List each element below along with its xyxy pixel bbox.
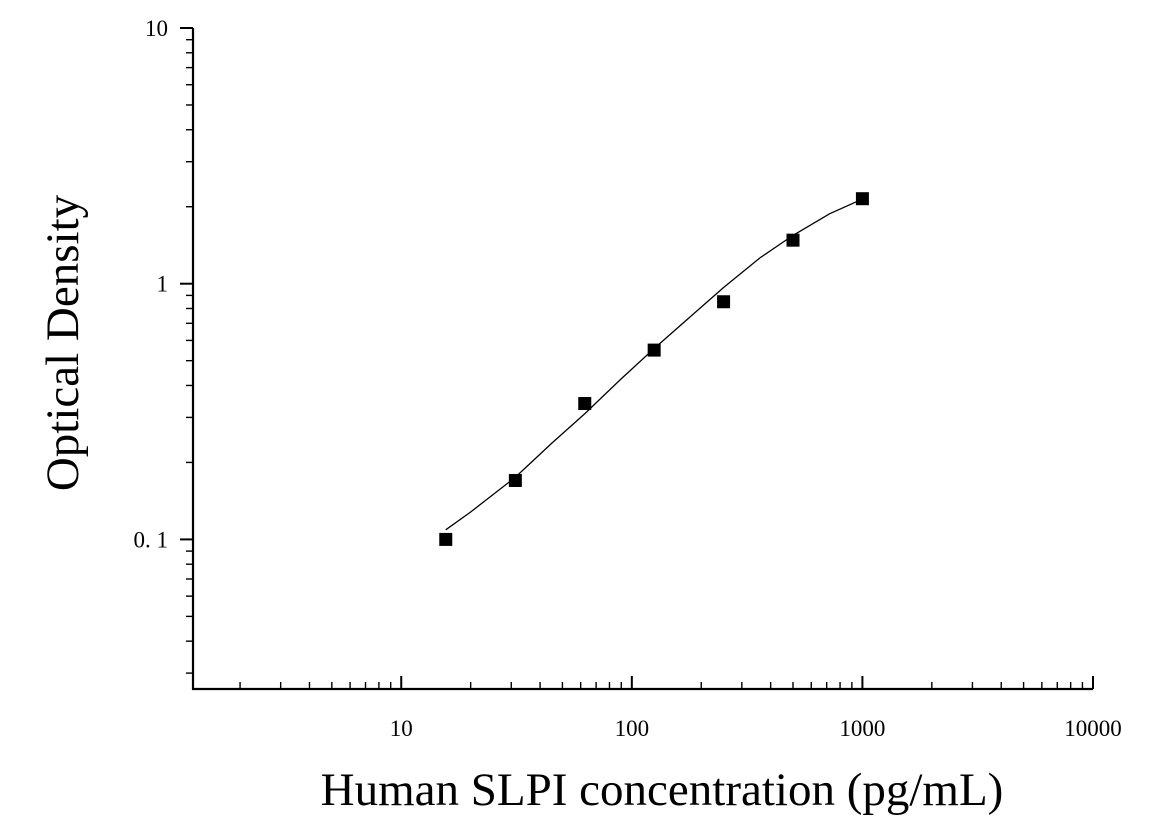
data-point xyxy=(717,295,731,309)
data-point xyxy=(647,343,661,357)
x-tick-labels: 10 100 1000 10000 xyxy=(390,716,1122,741)
x-tick-label: 10000 xyxy=(1064,716,1122,741)
x-tick-label: 10 xyxy=(390,716,413,741)
x-tick-label: 1000 xyxy=(839,716,885,741)
x-ticks xyxy=(239,676,1094,689)
y-ticks xyxy=(180,27,193,674)
data-point xyxy=(786,233,800,247)
data-points xyxy=(439,192,869,546)
x-axis-title: Human SLPI concentration (pg/mL) xyxy=(321,764,1004,816)
x-tick-label: 100 xyxy=(615,716,650,741)
y-axis-title: Optical Density xyxy=(37,194,89,491)
data-point xyxy=(578,397,592,411)
y-tick-label: 1 xyxy=(157,272,169,297)
data-point xyxy=(439,532,453,546)
data-point xyxy=(508,473,522,487)
fit-curve xyxy=(445,198,863,531)
y-tick-label: 10 xyxy=(145,16,168,41)
y-tick-label: 0. 1 xyxy=(134,527,169,552)
y-tick-labels: 0. 1 1 10 xyxy=(134,16,169,552)
data-point xyxy=(855,192,869,206)
